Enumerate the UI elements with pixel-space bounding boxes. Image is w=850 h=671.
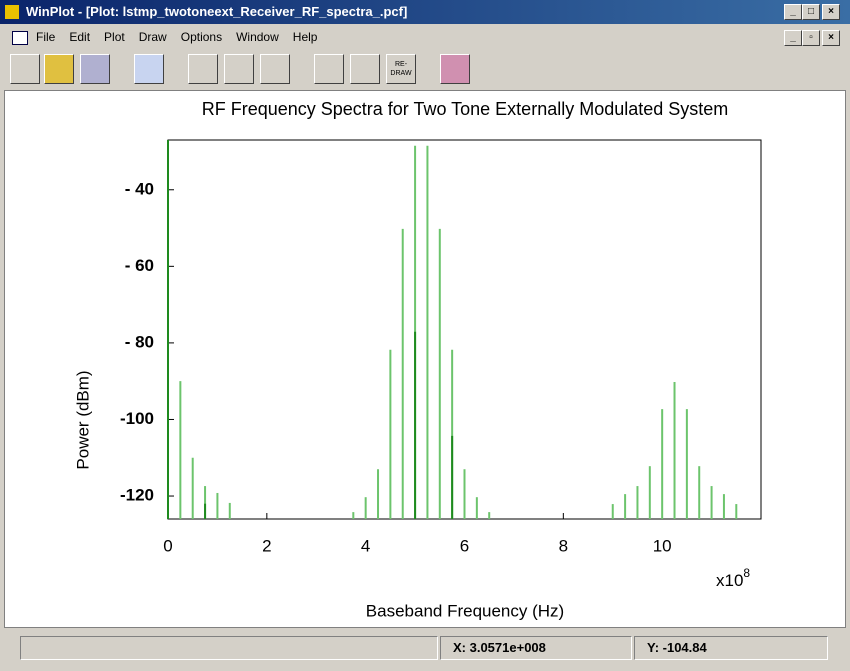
title-bar: WinPlot - [Plot: lstmp_twotoneext_Receiv… <box>0 0 850 24</box>
x-axis-label: Baseband Frequency (Hz) <box>366 601 564 620</box>
x-tick-label: 10 <box>653 536 672 555</box>
y-tick-label: -100 <box>120 409 154 428</box>
help-button[interactable] <box>440 54 470 84</box>
window-title: WinPlot - [Plot: lstmp_twotoneext_Receiv… <box>26 4 408 19</box>
x-multiplier: x108 <box>716 566 750 590</box>
x-tick-label: 6 <box>460 536 469 555</box>
menu-item[interactable]: Options <box>180 30 223 44</box>
menu-list: File Edit Plot Draw Options Window Help <box>36 26 331 48</box>
doc-minimize[interactable]: _ <box>784 30 802 46</box>
status-y: Y: -104.84 <box>634 636 828 660</box>
toolbar: RE- DRAW <box>4 52 846 88</box>
new-button[interactable] <box>10 54 40 84</box>
tool-button[interactable] <box>260 54 290 84</box>
paste-button[interactable] <box>224 54 254 84</box>
close-button[interactable]: × <box>822 4 840 20</box>
chart: RF Frequency Spectra for Two Tone Extern… <box>73 99 762 620</box>
menu-bar: File Edit Plot Draw Options Window Help _ ▫ × <box>0 26 850 48</box>
app-icon <box>5 5 19 19</box>
redraw-label: RE- <box>394 61 408 68</box>
x-tick-label: 4 <box>361 536 370 555</box>
maximize-button[interactable]: □ <box>802 4 820 20</box>
menu-item[interactable]: Help <box>292 30 318 44</box>
menu-item[interactable]: Draw <box>138 30 167 44</box>
status-x: X: 3.0571e+008 <box>440 636 632 660</box>
y-tick-label: - 60 <box>125 256 154 275</box>
multiplier-exponent: 8 <box>743 566 750 580</box>
menu-item[interactable]: Plot <box>104 30 125 44</box>
x-tick-label: 8 <box>559 536 568 555</box>
y-axis-label: Power (dBm) <box>73 370 92 469</box>
doc-close[interactable]: × <box>822 30 840 46</box>
doc-restore[interactable]: ▫ <box>802 30 820 46</box>
cut-button[interactable] <box>188 54 218 84</box>
minimize-button[interactable]: _ <box>784 4 802 20</box>
doc-icon <box>12 31 28 45</box>
menu-item[interactable]: Edit <box>69 30 91 44</box>
x-tick-label: 0 <box>163 536 172 555</box>
menu-item[interactable]: Window <box>236 30 279 44</box>
plot-area <box>4 90 846 628</box>
x-tick-label: 2 <box>262 536 271 555</box>
undo-button[interactable] <box>134 54 164 84</box>
multiplier-base: x10 <box>716 571 743 590</box>
status-field <box>20 636 438 660</box>
y-tick-label: - 40 <box>125 179 154 198</box>
text-button[interactable] <box>314 54 344 84</box>
y-tick-label: - 80 <box>125 332 154 351</box>
redraw-button[interactable]: RE- DRAW <box>386 54 416 84</box>
menu-item[interactable]: File <box>36 30 56 44</box>
save-button[interactable] <box>80 54 110 84</box>
y-tick-label: -120 <box>120 486 154 505</box>
chart-title: RF Frequency Spectra for Two Tone Extern… <box>202 99 729 119</box>
open-button[interactable] <box>44 54 74 84</box>
redraw-label: DRAW <box>390 70 412 77</box>
image-button[interactable] <box>350 54 380 84</box>
plot-frame <box>167 139 762 520</box>
